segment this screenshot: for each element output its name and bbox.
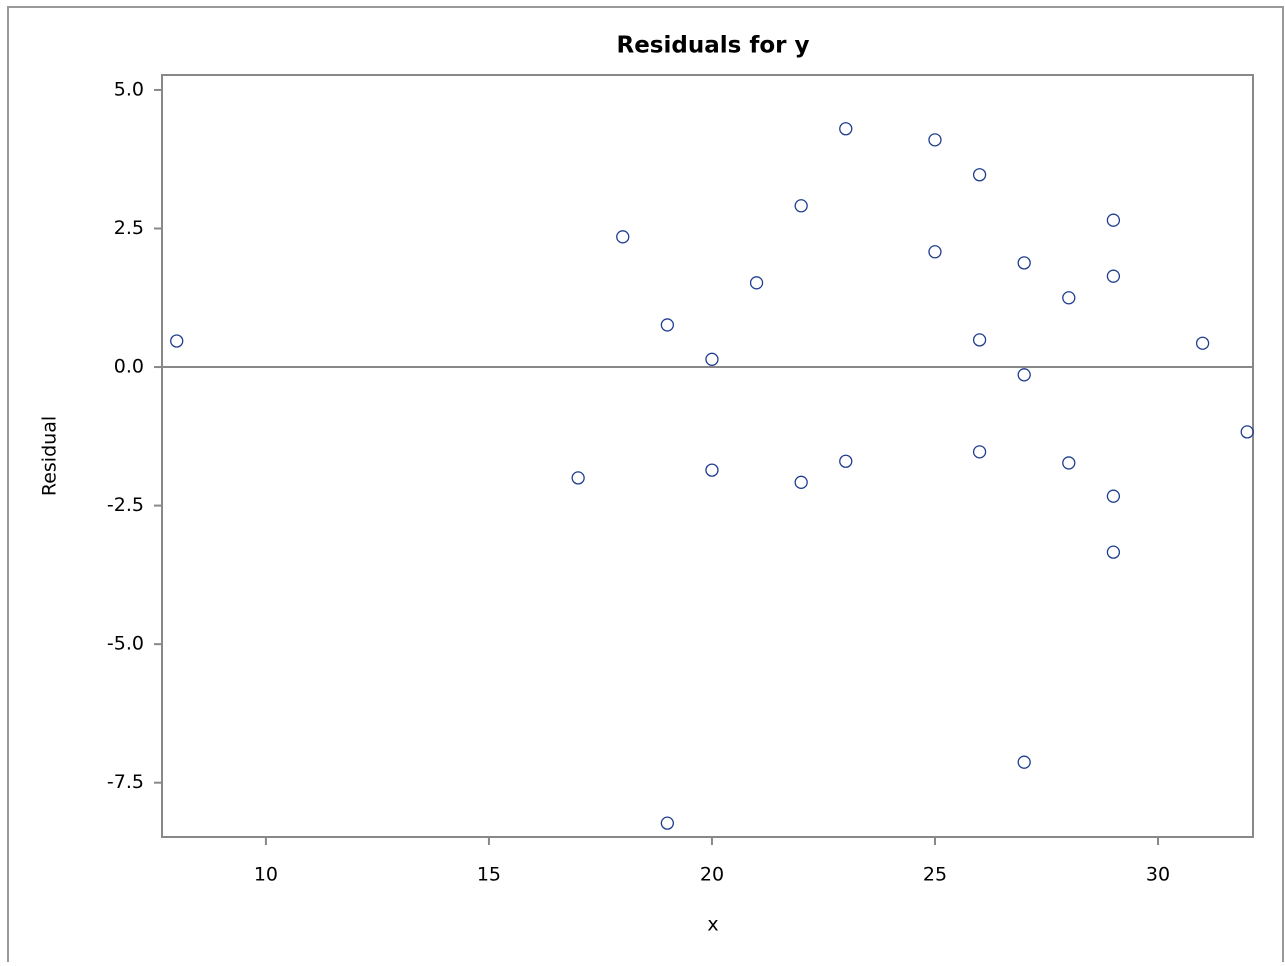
point	[839, 122, 853, 136]
point	[1062, 456, 1076, 470]
x-tick-label: 30	[1146, 864, 1170, 886]
point	[972, 168, 987, 182]
point	[1195, 336, 1210, 350]
point	[839, 454, 853, 468]
x-tick-label: 10	[254, 864, 278, 886]
point	[1106, 269, 1121, 283]
y-tick-label: -2.5	[107, 494, 144, 516]
point	[928, 245, 942, 259]
point	[1017, 256, 1031, 270]
point	[1106, 545, 1121, 559]
point	[660, 318, 675, 332]
point	[794, 199, 808, 213]
y-tick-label: 0.0	[114, 356, 144, 378]
chart-title: Residuals for y	[617, 33, 810, 59]
y-tick-label: 5.0	[114, 78, 144, 100]
x-tick-label: 20	[700, 864, 724, 886]
y-tick-label: -7.5	[107, 771, 144, 793]
y-tick-label: -5.0	[107, 633, 144, 655]
point	[705, 463, 719, 477]
point	[794, 475, 808, 489]
point	[1017, 368, 1031, 382]
point	[1062, 291, 1076, 305]
point	[616, 230, 630, 244]
y-axis-label: Residual	[39, 416, 61, 496]
point	[749, 276, 764, 290]
point	[170, 334, 184, 348]
frame	[7, 6, 1284, 966]
point	[1106, 213, 1121, 227]
point	[660, 816, 675, 830]
x-tick-label: 25	[923, 864, 947, 886]
point	[1106, 489, 1121, 503]
point	[928, 133, 942, 147]
point	[972, 445, 987, 459]
point	[571, 471, 585, 485]
point	[1240, 425, 1254, 439]
point	[972, 333, 987, 347]
x-tick-label: 15	[477, 864, 501, 886]
point	[1017, 755, 1031, 769]
point	[705, 352, 719, 366]
y-tick-label: 2.5	[114, 217, 144, 239]
plot-border	[161, 74, 1254, 838]
x-axis-label: x	[707, 914, 718, 936]
